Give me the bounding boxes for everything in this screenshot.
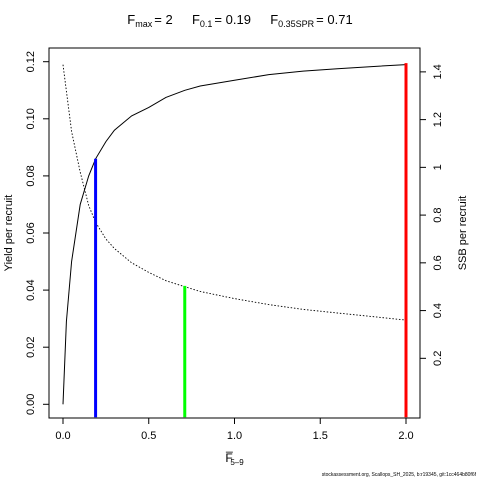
curves [62,64,407,405]
y2-tick-label: 0.2 [432,351,444,366]
chart-title: Fmax = 2 F0.1 = 0.19 F0.35SPR = 0.71 [0,12,480,29]
y2-tick-label: 0.4 [432,303,444,318]
y-axis-label: Yield per recruit [3,195,15,272]
x-tick-label: 1.5 [313,430,328,442]
title-f01: F0.1 = 0.19 [191,12,251,29]
x-axis-label-subscript: 5–9 [230,458,244,467]
y2-tick-label: 1.2 [432,112,444,127]
y-tick-label: 0.00 [25,394,37,415]
title-fspr-symbol: F [270,12,279,27]
y-tick-label: 0.02 [25,336,37,357]
title-fspr-subscript: 0.35SPR [278,19,315,29]
y2-axis-label: SSB per recruit [457,196,469,271]
title-f01-symbol: F [191,12,200,27]
footer-caption: stockassessment.org, Scallops_SH_2025, b… [321,472,476,478]
title-fspr-value: = 0.71 [316,12,353,27]
y2-tick-label: 1 [432,164,444,170]
y-tick-label: 0.10 [25,108,37,129]
title-fspr: F0.35SPR = 0.71 [270,12,353,29]
y-tick-label: 0.08 [25,165,37,186]
reference-lines [94,63,408,418]
x-tick-label: 2.0 [398,430,413,442]
title-f01-subscript: 0.1 [199,19,213,29]
title-f01-value: = 0.19 [214,12,251,27]
y-tick-label: 0.12 [25,51,37,72]
x-tick-label: 0.5 [141,430,156,442]
y-tick-label: 0.06 [25,222,37,243]
x-axis-label: F̅ 5–9 [225,451,244,467]
ssb-per-recruit-line [62,64,407,321]
y2-tick-label: 0.6 [432,255,444,270]
title-fmax-symbol: F [127,12,136,27]
plot-frame [48,47,421,419]
title-fmax-value: = 2 [154,12,173,27]
x-tick-label: 1.0 [227,430,242,442]
x-axis-label-symbol: F̅ [225,451,233,465]
title-fmax-subscript: max [135,19,153,29]
axis-ticks: 0.0 0.5 1.0 1.5 2.0 0.00 0.02 0.04 0.06 0.08 0.10 0… [25,51,444,442]
y-tick-label: 0.04 [25,279,37,300]
x-tick-label: 0.0 [55,430,70,442]
title-fmax: Fmax = 2 [127,12,173,29]
y2-tick-label: 0.8 [432,207,444,222]
y2-tick-label: 1.4 [432,64,444,79]
yield-per-recruit-line [62,64,407,405]
